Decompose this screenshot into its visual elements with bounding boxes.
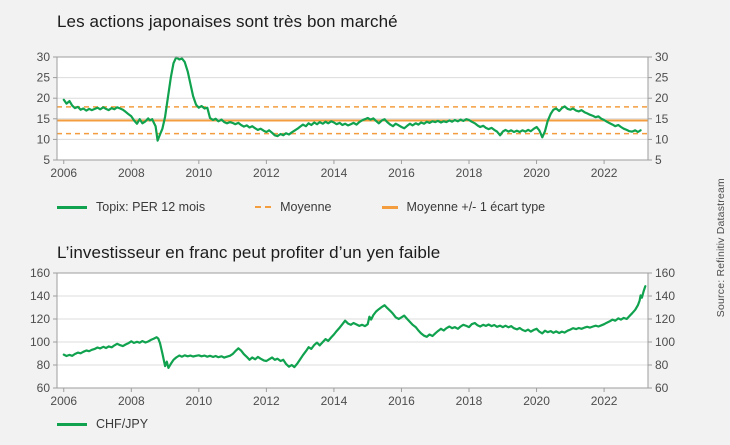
svg-text:20: 20	[655, 91, 669, 105]
svg-text:2018: 2018	[456, 394, 483, 408]
ecart-type-swatch-icon	[381, 205, 398, 209]
svg-text:100: 100	[30, 335, 50, 349]
svg-text:140: 140	[30, 289, 50, 303]
svg-text:15: 15	[37, 112, 51, 126]
svg-text:80: 80	[655, 358, 669, 372]
svg-text:2016: 2016	[388, 394, 415, 408]
svg-text:100: 100	[655, 335, 675, 349]
svg-text:2014: 2014	[321, 166, 348, 180]
chart1-legend: Topix: PER 12 mois Moyenne Moyenne +/- 1…	[57, 199, 545, 215]
svg-text:10: 10	[37, 132, 51, 146]
legend-item-topix: Topix: PER 12 mois	[57, 200, 205, 214]
svg-text:25: 25	[37, 71, 51, 85]
svg-text:25: 25	[655, 71, 669, 85]
legend-item-moyenne: Moyenne	[255, 200, 332, 214]
svg-text:2020: 2020	[523, 166, 550, 180]
legend-label-topix: Topix: PER 12 mois	[96, 200, 206, 214]
svg-text:140: 140	[655, 289, 675, 303]
chfjpy-line-swatch-icon	[57, 422, 87, 426]
svg-text:2012: 2012	[253, 394, 280, 408]
svg-text:2010: 2010	[185, 166, 212, 180]
svg-text:15: 15	[655, 112, 669, 126]
svg-text:10: 10	[655, 132, 669, 146]
svg-text:2006: 2006	[50, 394, 77, 408]
svg-text:160: 160	[655, 266, 675, 280]
topix-per-line	[62, 56, 642, 142]
legend-item-ecart-type: Moyenne +/- 1 écart type	[381, 200, 546, 214]
svg-text:2012: 2012	[253, 166, 280, 180]
svg-text:160: 160	[30, 266, 50, 280]
chart2-title: L’investisseur en franc peut profiter d’…	[57, 243, 441, 262]
svg-text:60: 60	[655, 381, 669, 395]
svg-text:30: 30	[655, 50, 669, 64]
svg-text:30: 30	[37, 50, 51, 64]
svg-text:2022: 2022	[591, 394, 618, 408]
chfjpy-line	[62, 285, 647, 369]
svg-text:2008: 2008	[118, 394, 145, 408]
source-note: Source: Refinitiv Datastream	[715, 178, 727, 318]
svg-text:120: 120	[30, 312, 50, 326]
svg-text:2022: 2022	[591, 166, 618, 180]
topix-line-swatch-icon	[57, 205, 87, 209]
svg-text:2010: 2010	[185, 394, 212, 408]
svg-text:2014: 2014	[321, 394, 348, 408]
svg-text:2008: 2008	[118, 166, 145, 180]
svg-text:120: 120	[655, 312, 675, 326]
svg-text:2006: 2006	[50, 166, 77, 180]
chart2-legend: CHF/JPY	[57, 416, 148, 432]
chart1-title: Les actions japonaises sont très bon mar…	[57, 12, 398, 31]
svg-text:2016: 2016	[388, 166, 415, 180]
svg-text:80: 80	[37, 358, 51, 372]
legend-label-moyenne: Moyenne	[280, 200, 332, 214]
legend-label-ecart-type: Moyenne +/- 1 écart type	[406, 200, 546, 214]
svg-text:5: 5	[655, 153, 662, 167]
legend-label-chfjpy: CHF/JPY	[96, 417, 149, 431]
svg-text:2018: 2018	[456, 166, 483, 180]
svg-text:5: 5	[43, 153, 50, 167]
svg-text:60: 60	[37, 381, 51, 395]
svg-text:20: 20	[37, 91, 51, 105]
legend-item-chfjpy: CHF/JPY	[57, 417, 148, 431]
moyenne-dashed-swatch-icon	[255, 206, 272, 208]
svg-text:2020: 2020	[523, 394, 550, 408]
